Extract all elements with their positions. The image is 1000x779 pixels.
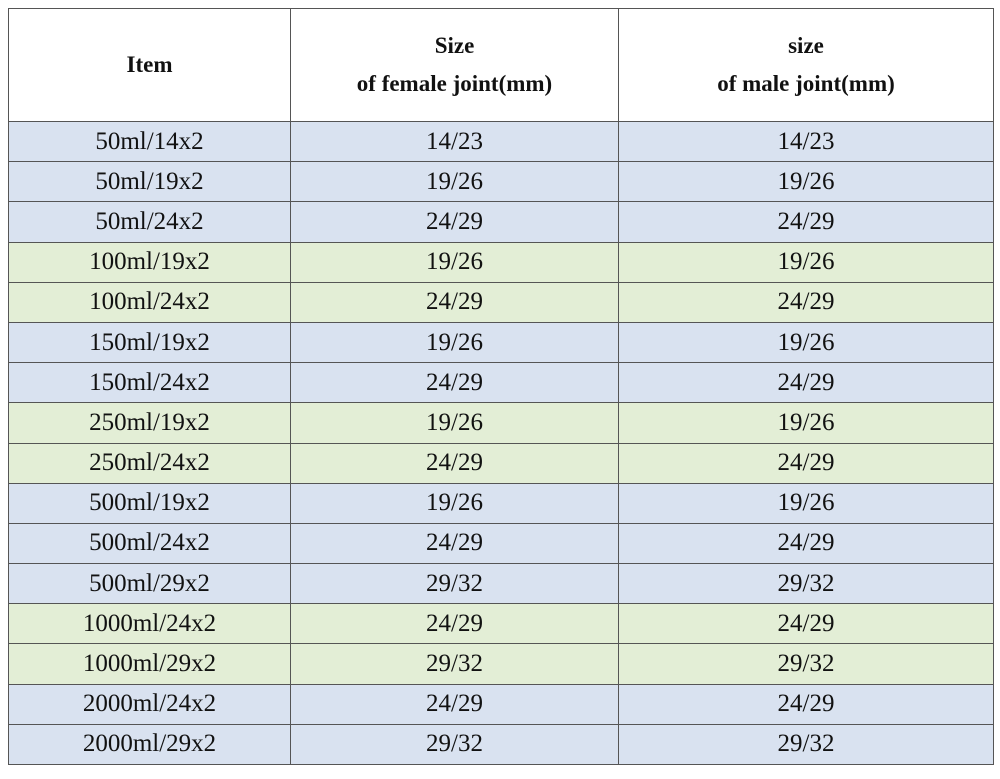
table-cell: 250ml/19x2	[8, 402, 291, 444]
table-cell: 24/29	[618, 362, 994, 404]
header-line: Size	[434, 33, 475, 58]
table-cell: 19/26	[618, 321, 994, 364]
header-line: of male joint(mm)	[717, 71, 895, 96]
table-cell: 19/26	[290, 161, 619, 203]
spec-table: Item Size of female joint(mm) size of male j…	[8, 8, 994, 766]
table-row: 50ml/24x2 24/29 24/29	[8, 201, 994, 243]
table-row: 1000ml/29x2 29/32 29/32	[8, 643, 994, 685]
table-cell: 24/29	[290, 603, 619, 645]
table-cell: 19/26	[290, 482, 619, 524]
table-cell: 29/32	[290, 643, 619, 685]
table-row: 2000ml/24x2 24/29 24/29	[8, 683, 994, 725]
table-cell: 150ml/19x2	[8, 321, 291, 364]
table-cell: 2000ml/24x2	[8, 683, 291, 725]
table-cell: 19/26	[618, 161, 994, 203]
table-cell: 29/32	[290, 563, 619, 605]
table-cell: 19/26	[290, 241, 619, 283]
header-line: of female joint(mm)	[356, 71, 553, 96]
header-line: Item	[126, 52, 173, 77]
table-body: 50ml/14x2 14/23 14/23 50ml/19x2 19/26 19/26 50…	[8, 120, 994, 766]
table-row: 250ml/24x2 24/29 24/29	[8, 442, 994, 484]
table-cell: 24/29	[618, 683, 994, 725]
table-cell: 24/29	[618, 442, 994, 484]
table-cell: 19/26	[618, 241, 994, 283]
table-cell: 29/32	[290, 723, 619, 766]
table-row: 50ml/19x2 19/26 19/26	[8, 161, 994, 203]
table-row: 100ml/19x2 19/26 19/26	[8, 241, 994, 283]
table-cell: 19/26	[290, 402, 619, 444]
table-row: 150ml/19x2 19/26 19/26	[8, 321, 994, 364]
table-row: 1000ml/24x2 24/29 24/29	[8, 603, 994, 645]
table-cell: 24/29	[618, 522, 994, 565]
table-row: 2000ml/29x2 29/32 29/32	[8, 723, 994, 766]
table-cell: 19/26	[618, 402, 994, 444]
table-cell: 500ml/19x2	[8, 482, 291, 524]
table-row: 100ml/24x2 24/29 24/29	[8, 281, 994, 323]
table-row: 50ml/14x2 14/23 14/23	[8, 120, 994, 163]
table-cell: 24/29	[290, 201, 619, 243]
header-line: size	[788, 33, 824, 58]
table-cell: 50ml/19x2	[8, 161, 291, 203]
table-row: 150ml/24x2 24/29 24/29	[8, 362, 994, 404]
table-cell: 150ml/24x2	[8, 362, 291, 404]
table-cell: 50ml/24x2	[8, 201, 291, 243]
table-container: Item Size of female joint(mm) size of male j…	[8, 8, 994, 766]
table-cell: 19/26	[290, 321, 619, 364]
header-cell: size of male joint(mm)	[618, 8, 994, 122]
table-cell: 19/26	[618, 482, 994, 524]
table-cell: 1000ml/24x2	[8, 603, 291, 645]
table-cell: 14/23	[618, 120, 994, 163]
table-cell: 29/32	[618, 643, 994, 685]
header-cell: Item	[8, 8, 291, 122]
table-cell: 2000ml/29x2	[8, 723, 291, 766]
table-cell: 24/29	[618, 201, 994, 243]
table-cell: 24/29	[290, 683, 619, 725]
table-cell: 24/29	[290, 442, 619, 484]
header-row: Item Size of female joint(mm) size of male j…	[8, 8, 994, 122]
table-cell: 500ml/24x2	[8, 522, 291, 565]
header-cell: Size of female joint(mm)	[290, 8, 619, 122]
table-cell: 29/32	[618, 563, 994, 605]
table-row: 500ml/24x2 24/29 24/29	[8, 522, 994, 565]
table-cell: 500ml/29x2	[8, 563, 291, 605]
table-cell: 50ml/14x2	[8, 120, 291, 163]
table-cell: 100ml/19x2	[8, 241, 291, 283]
table-row: 500ml/19x2 19/26 19/26	[8, 482, 994, 524]
table-cell: 29/32	[618, 723, 994, 766]
table-cell: 24/29	[290, 281, 619, 323]
table-cell: 24/29	[290, 522, 619, 565]
table-row: 250ml/19x2 19/26 19/26	[8, 402, 994, 444]
table-cell: 24/29	[618, 603, 994, 645]
table-row: 500ml/29x2 29/32 29/32	[8, 563, 994, 605]
table-cell: 1000ml/29x2	[8, 643, 291, 685]
table-cell: 250ml/24x2	[8, 442, 291, 484]
table-cell: 14/23	[290, 120, 619, 163]
table-cell: 24/29	[290, 362, 619, 404]
table-cell: 24/29	[618, 281, 994, 323]
table-cell: 100ml/24x2	[8, 281, 291, 323]
